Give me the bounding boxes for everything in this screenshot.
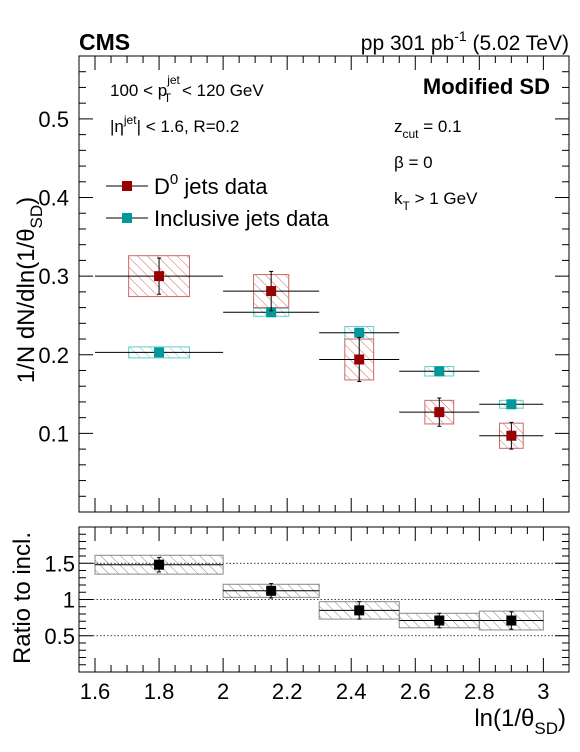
lumi-label: pp 301 pb-1 (5.02 TeV) (361, 28, 569, 55)
x-tick-label: 2.4 (336, 679, 367, 704)
beta-label: β = 0 (394, 153, 433, 172)
top-plot-frame (78, 55, 570, 513)
incl-marker (506, 399, 517, 410)
top-data-points (95, 257, 544, 450)
legend-incl-label: Inclusive jets data (154, 206, 330, 231)
incl-marker (434, 366, 445, 377)
d0-marker (266, 286, 277, 297)
y-tick-label: 0.2 (38, 343, 69, 368)
legend-incl-marker (122, 213, 132, 223)
top-y-axis-title: 1/N dN/dln(1/θSD) (13, 197, 46, 383)
legend-d0-marker (122, 181, 132, 191)
zcut-label: zcut = 0.1 (394, 117, 462, 141)
bottom-data-points (95, 556, 544, 630)
x-tick-label: 2 (217, 679, 229, 704)
incl-marker (354, 327, 365, 338)
y-tick-label: 0.5 (44, 624, 75, 649)
bottom-axis-ticks (79, 527, 569, 672)
eta-range-label: |ηjet| < 1.6, R=0.2 (110, 113, 239, 136)
d0-marker (506, 430, 517, 441)
top-y-tick-labels: 0.1 0.2 0.3 0.4 0.5 (38, 107, 69, 446)
y-tick-label: 0.1 (38, 421, 69, 446)
x-tick-label: 1.8 (144, 679, 175, 704)
legend: D0 jets data Inclusive jets data (106, 171, 330, 231)
bottom-y-tick-labels: 0.5 1 1.5 (44, 551, 75, 649)
ratio-marker (154, 559, 165, 570)
legend-d0-label: D0 jets data (154, 171, 268, 199)
ratio-marker (266, 585, 277, 596)
x-tick-label: 2.2 (272, 679, 303, 704)
y-tick-label: 1 (63, 588, 75, 613)
experiment-label: CMS (79, 29, 130, 55)
ratio-marker (354, 605, 365, 616)
y-tick-label: 0.3 (38, 264, 69, 289)
y-tick-label: 0.4 (38, 186, 69, 211)
y-tick-label: 0.5 (38, 107, 69, 132)
x-axis-title: ln(1/θSD) (474, 705, 566, 738)
ratio-marker (434, 615, 445, 626)
top-axis-ticks (79, 56, 569, 512)
y-tick-label: 1.5 (44, 551, 75, 576)
kt-label: kT > 1 GeV (394, 189, 478, 213)
d0-marker (434, 407, 445, 418)
ratio-marker (506, 615, 517, 626)
method-label: Modified SD (423, 74, 550, 99)
bottom-y-axis-title: Ratio to incl. (9, 532, 36, 664)
x-tick-label: 1.6 (80, 679, 111, 704)
x-tick-label: 2.6 (400, 679, 431, 704)
incl-marker (154, 347, 165, 358)
x-tick-label: 3 (537, 679, 549, 704)
d0-marker (154, 271, 165, 282)
x-tick-labels: 1.6 1.8 2 2.2 2.4 2.6 2.8 3 (80, 679, 550, 704)
d0-marker (354, 354, 365, 365)
pt-range-label: 100 < pjet T < 120 GeV (110, 73, 264, 105)
incl-marker (266, 307, 277, 318)
x-tick-label: 2.8 (464, 679, 495, 704)
